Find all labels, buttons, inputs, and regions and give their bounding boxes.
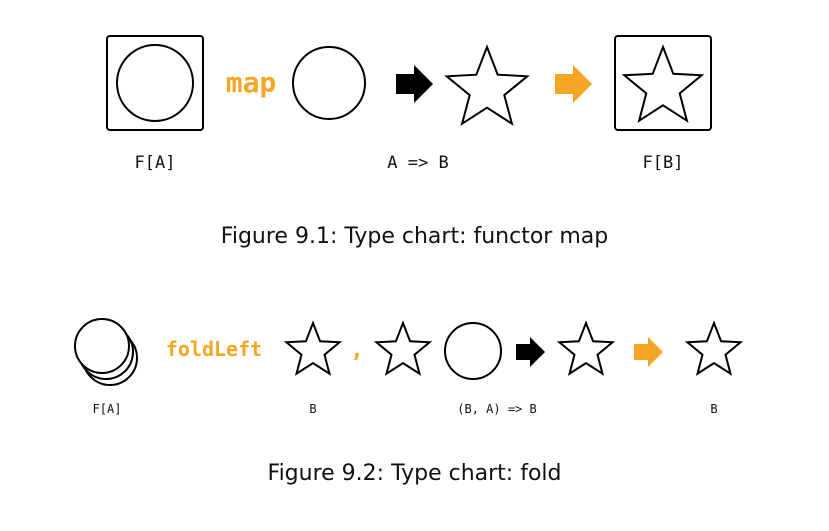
stacked-values-icon [74,318,138,386]
black-arrow-icon [396,65,433,103]
initial-b-star-icon [283,320,343,376]
output-type-label: B [710,402,718,416]
function-type-label: A => B [387,153,449,173]
input-type-label: F[A] [92,402,122,416]
value-a-circle-icon [292,46,366,120]
value-a-circle-icon [444,322,502,380]
output-type-label: F[B] [642,153,684,173]
input-type-label: F[A] [134,153,176,173]
functor-b-icon [614,35,712,131]
figure-caption: Figure 9.1: Type chart: functor map [220,224,609,249]
accumulator-b-star-icon [373,320,433,376]
value-b-star-icon [444,44,530,126]
initial-type-label: B [309,402,317,416]
map-keyword: map [225,66,277,99]
result-b-star-icon [556,320,616,376]
figure-caption: Figure 9.2: Type chart: fold [267,461,562,486]
output-b-star-icon [684,320,744,376]
orange-arrow-icon [555,65,592,103]
functor-a-icon [106,35,204,131]
foldleft-keyword: foldLeft [165,337,263,361]
black-arrow-icon [516,337,545,367]
orange-arrow-icon [634,337,663,367]
function-type-label: (B, A) => B [457,402,537,416]
separator-comma: , [350,338,364,363]
